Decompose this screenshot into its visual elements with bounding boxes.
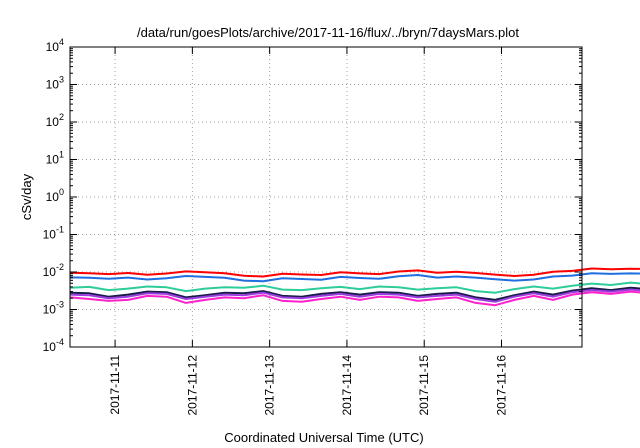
x-axis-label: Coordinated Universal Time (UTC) (224, 430, 423, 445)
x-tick-label: 2017-11-15 (417, 355, 431, 416)
x-tick-label: 2017-11-14 (340, 355, 354, 416)
series-line (69, 267, 640, 278)
y-tick-label: 10-4 (43, 337, 64, 354)
series-line (69, 286, 640, 301)
y-tick-label: 10-1 (43, 225, 64, 242)
x-axis: 2017-11-11 2017-11-12 2017-11-13 2017-11-14… (108, 47, 508, 416)
y-tick-label: 100 (46, 187, 64, 204)
y-tick-label: 10-3 (43, 300, 64, 317)
series-line (69, 288, 640, 303)
y-tick-label: 101 (46, 150, 64, 167)
series-lines (69, 267, 640, 307)
y-tick-label: 104 (46, 37, 64, 54)
x-tick-label: 2017-11-12 (185, 355, 199, 416)
series-line (69, 290, 640, 307)
y-axis: 104 103 102 101 100 10-1 10-2 10-3 10-4 (43, 37, 582, 354)
x-tick-label: 2017-11-16 (494, 355, 508, 416)
y-axis-label: cSv/day (19, 173, 34, 220)
y-tick-label: 102 (46, 112, 64, 129)
chart-title: /data/run/goesPlots/archive/2017-11-16/f… (137, 25, 519, 40)
x-tick-label: 2017-11-11 (108, 355, 122, 415)
series-line (69, 281, 640, 294)
series-line (69, 272, 640, 283)
y-tick-label: 103 (46, 75, 64, 92)
y-tick-label: 10-2 (43, 262, 64, 279)
x-tick-label: 2017-11-13 (263, 355, 277, 416)
